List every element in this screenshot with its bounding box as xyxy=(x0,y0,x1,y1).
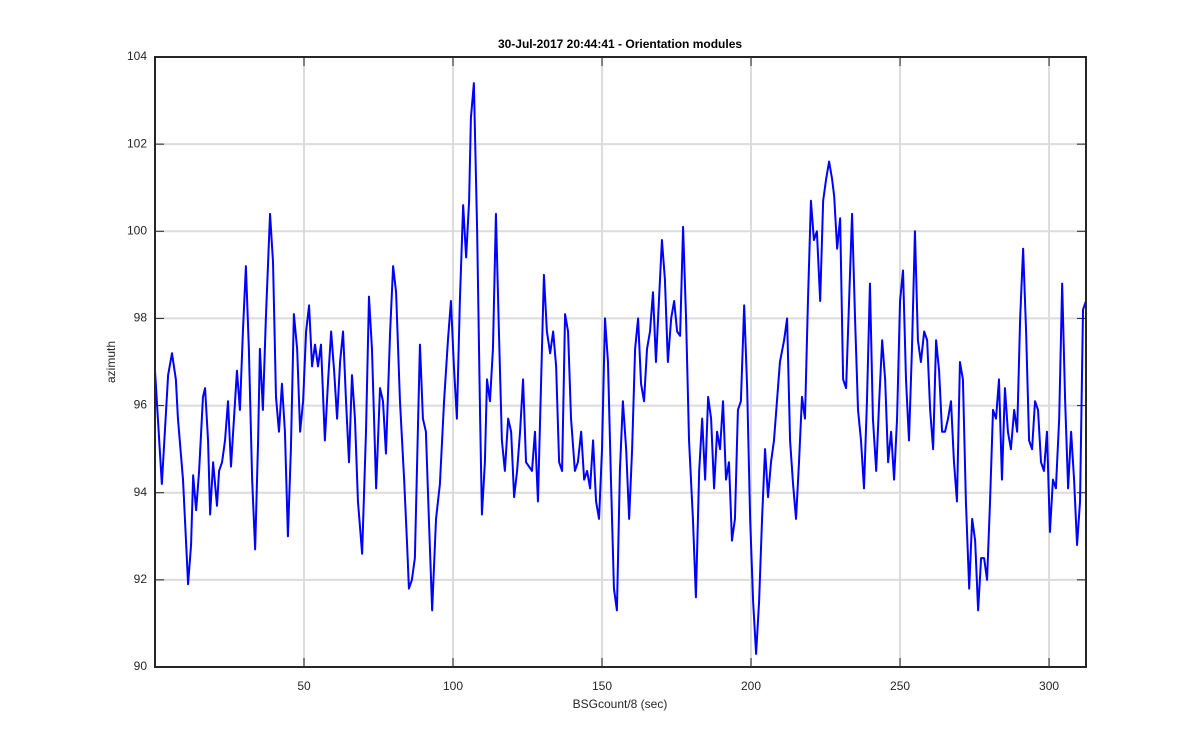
plot-area xyxy=(155,57,1086,667)
y-tick-label: 104 xyxy=(127,49,147,63)
y-tick-label: 94 xyxy=(134,485,148,499)
y-tick-label: 98 xyxy=(134,311,148,325)
y-axis-label: azimuth xyxy=(104,341,118,383)
x-axis-label: BSGcount/8 (sec) xyxy=(573,697,668,711)
x-tick-label: 250 xyxy=(890,679,910,693)
y-tick-label: 96 xyxy=(134,398,148,412)
axes-box xyxy=(154,56,1087,668)
x-tick-label: 100 xyxy=(443,679,463,693)
data-line xyxy=(154,82,1087,655)
y-tick-label: 92 xyxy=(134,572,148,586)
x-tick-label: 200 xyxy=(741,679,761,693)
y-tick-label: 102 xyxy=(127,136,147,150)
y-tick-label: 100 xyxy=(127,223,147,237)
x-tick-label: 300 xyxy=(1039,679,1059,693)
chart-title: 30-Jul-2017 20:44:41 - Orientation modul… xyxy=(498,37,742,51)
x-tick-label: 150 xyxy=(592,679,612,693)
x-tick-label: 50 xyxy=(297,679,311,693)
y-tick-label: 90 xyxy=(134,659,148,673)
